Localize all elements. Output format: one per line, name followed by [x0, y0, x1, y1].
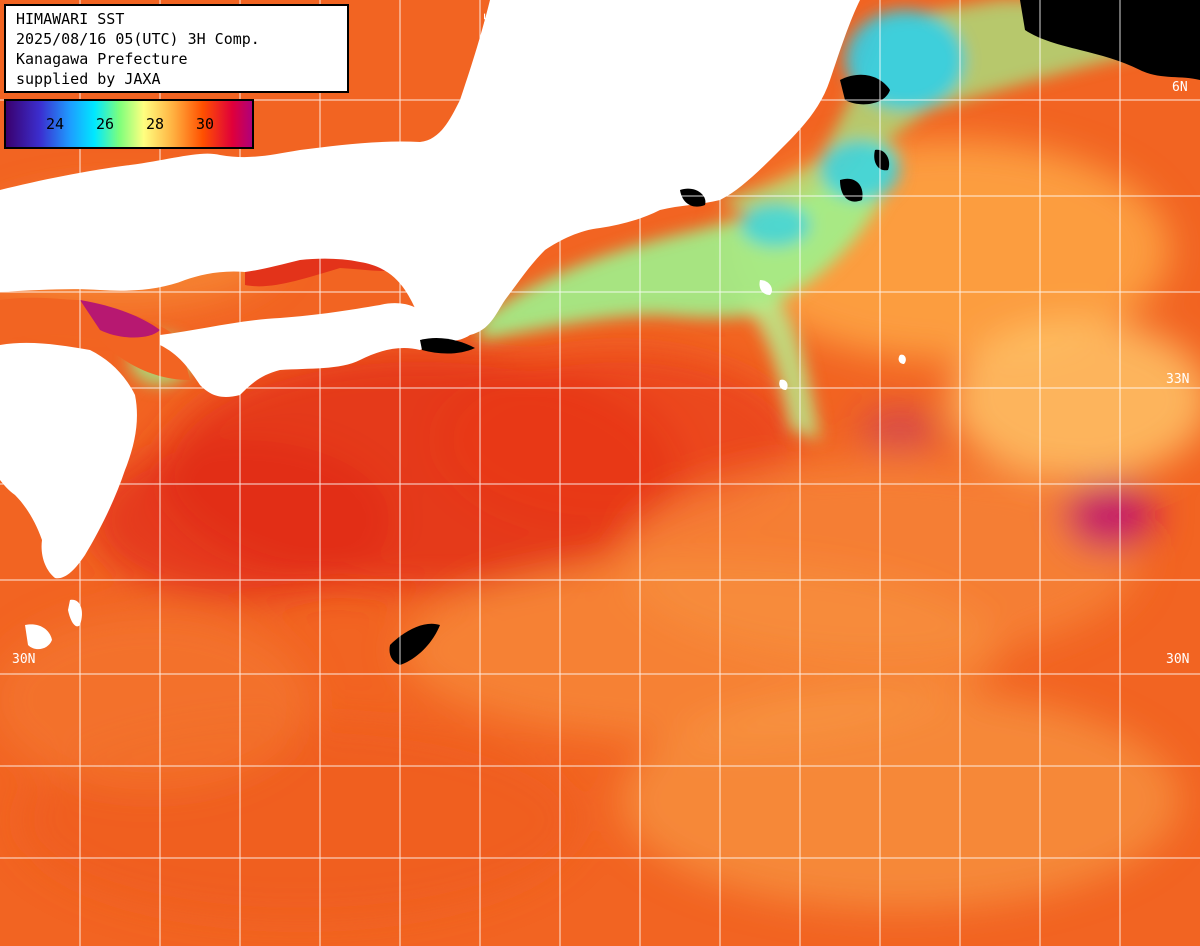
colorbar-tick-24: 24	[46, 115, 65, 133]
lat-label-30n-left: 30N	[12, 652, 36, 667]
colorbar-tick-30: 30	[196, 115, 215, 133]
lat-label-partial-top: 6N	[1172, 80, 1188, 95]
lat-label-33n-right: 33N	[1166, 372, 1190, 387]
land	[0, 0, 906, 650]
title-line-credit: supplied by JAXA	[16, 70, 161, 88]
colorbar-tick-26: 26	[96, 115, 115, 133]
sst-colorbar: 24 26 28 30	[4, 99, 254, 149]
title-box: HIMAWARI SST 2025/08/16 05(UTC) 3H Comp.…	[4, 4, 349, 93]
lon-label-136e: 136E	[483, 12, 498, 44]
title-line-organization: Kanagawa Prefecture	[16, 50, 188, 68]
title-line-datetime: 2025/08/16 05(UTC) 3H Comp.	[16, 30, 260, 48]
lat-label-30n-right: 30N	[1166, 652, 1190, 667]
colorbar-gradient	[6, 101, 252, 147]
title-line-product: HIMAWARI SST	[16, 10, 125, 28]
lat-label-partial-left: 33	[12, 373, 28, 388]
colorbar-tick-28: 28	[146, 115, 165, 133]
